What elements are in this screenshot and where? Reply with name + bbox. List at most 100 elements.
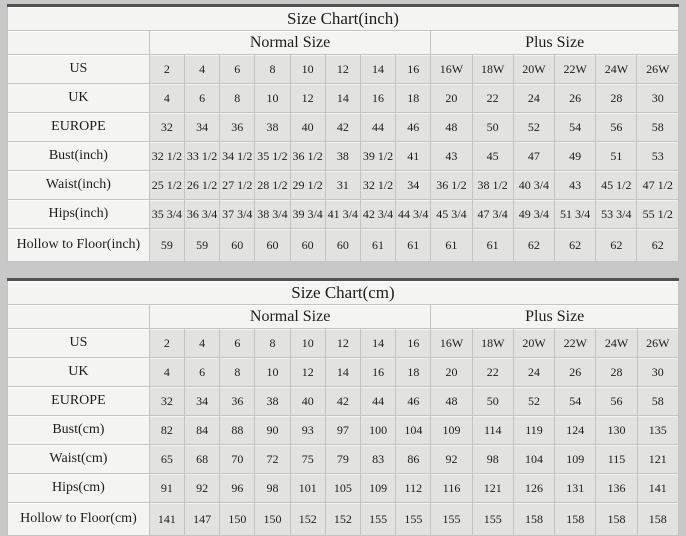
size-value-cell: 54 [553,112,597,142]
size-value-cell: 12 [289,357,326,387]
size-value-cell: 4 [148,83,185,113]
row-label: Bust(inch) [7,141,150,171]
size-value-cell: 35 1/2 [254,141,291,171]
size-value-cell: 34 [183,112,221,142]
size-value-cell: 93 [289,415,326,445]
size-value-cell: 115 [595,444,638,474]
size-value-cell: 112 [395,473,432,503]
size-value-cell: 92 [430,444,473,474]
size-value-cell: 38 [254,112,291,142]
size-value-cell: 42 [324,112,361,142]
table-row: Waist(inch) 25 1/2 26 1/2 27 1/2 28 1/2 29 1/… [7,170,679,200]
size-value-cell: 62 [595,228,638,262]
size-value-cell: 32 [148,112,185,142]
size-value-cell: 155 [471,502,514,536]
size-value-cell: 135 [636,415,680,445]
size-value-cell: 150 [219,502,256,536]
size-value-cell: 131 [554,473,597,503]
size-value-cell: 25 1/2 [148,170,185,200]
size-value-cell: 31 [324,170,361,200]
size-value-cell: 14 [360,328,397,358]
size-value-cell: 47 1/2 [636,170,679,200]
size-value-cell: 28 [595,83,638,113]
size-value-cell: 8 [254,328,291,358]
group-header-normal-size: Normal Size [148,30,432,55]
size-value-cell: 109 [430,415,473,445]
size-value-cell: 24 [512,83,556,113]
size-value-cell: 39 1/2 [359,141,397,171]
size-value-cell: 43 [553,170,597,200]
size-value-cell: 22W [554,328,597,358]
column-group-row: Normal Size Plus Size [7,30,679,55]
size-value-cell: 16 [359,83,397,113]
size-value-cell: 4 [184,328,221,358]
size-value-cell: 48 [430,386,473,416]
size-value-cell: 126 [512,473,556,503]
size-value-cell: 16 [360,357,397,387]
row-label: Bust(cm) [7,415,150,445]
table-row: EUROPE 32 34 36 38 40 42 44 46 48 50 52 54 56 58 [7,112,679,142]
size-value-cell: 105 [324,473,362,503]
size-value-cell: 38 [324,141,361,171]
group-header-normal-size: Normal Size [148,304,432,329]
size-value-cell: 39 3/4 [289,199,326,229]
row-label: UK [7,357,150,387]
size-chart-inch-table: Size Chart(inch) Normal Size Plus Size U… [7,4,679,262]
size-value-cell: 60 [254,228,291,262]
size-value-cell: 91 [148,473,186,503]
size-value-cell: 8 [219,83,256,113]
size-value-cell: 36 [219,386,256,416]
size-value-cell: 100 [360,415,397,445]
size-value-cell: 18W [471,328,514,358]
size-value-cell: 155 [395,502,432,536]
size-value-cell: 155 [360,502,397,536]
size-value-cell: 58 [636,112,679,142]
size-value-cell: 22 [471,357,514,387]
size-value-cell: 68 [184,444,221,474]
size-value-cell: 34 [395,170,432,200]
size-value-cell: 32 [148,386,186,416]
size-value-cell: 18W [471,54,514,84]
size-value-cell: 45 1/2 [595,170,638,200]
size-value-cell: 42 [324,386,362,416]
size-value-cell: 130 [595,415,638,445]
size-value-cell: 58 [636,386,680,416]
size-value-cell: 92 [184,473,221,503]
row-label: US [7,328,150,358]
size-value-cell: 36 1/2 [289,141,326,171]
size-value-cell: 152 [324,502,362,536]
size-value-cell: 12 [324,328,362,358]
size-value-cell: 114 [471,415,514,445]
size-value-cell: 47 [512,141,556,171]
size-value-cell: 41 3/4 [324,199,361,229]
size-value-cell: 51 [595,141,638,171]
size-value-cell: 20 [430,83,473,113]
size-value-cell: 2 [148,54,185,84]
table-row: Hollow to Floor(cm) 141 147 150 150 152 152 155… [7,502,680,536]
size-value-cell: 18 [395,83,432,113]
size-value-cell: 101 [289,473,326,503]
size-value-cell: 24W [595,328,638,358]
table-row: Waist(cm) 65 68 70 72 75 79 83 86 92 98 104 109 115 12… [7,444,680,474]
row-label: Waist(cm) [7,444,150,474]
size-value-cell: 65 [148,444,186,474]
size-value-cell: 33 1/2 [183,141,221,171]
table-title-row: Size Chart(cm) [7,279,679,305]
size-value-cell: 109 [554,444,597,474]
size-value-cell: 72 [254,444,291,474]
size-value-cell: 48 [430,112,473,142]
size-value-cell: 46 [395,112,432,142]
row-label: EUROPE [7,386,150,416]
row-label: Hips(cm) [7,473,150,503]
size-value-cell: 20W [512,54,556,84]
column-group-row: Normal Size Plus Size [7,304,679,329]
size-value-cell: 38 3/4 [254,199,291,229]
size-value-cell: 97 [324,415,362,445]
size-value-cell: 62 [636,228,679,262]
table-row: Bust(cm) 82 84 88 90 93 97 100 104 109 114 119 124 13… [7,415,680,445]
row-label: UK [7,83,150,113]
size-value-cell: 150 [254,502,291,536]
size-value-cell: 45 [471,141,514,171]
size-value-cell: 10 [289,328,326,358]
size-value-cell: 36 1/2 [430,170,473,200]
